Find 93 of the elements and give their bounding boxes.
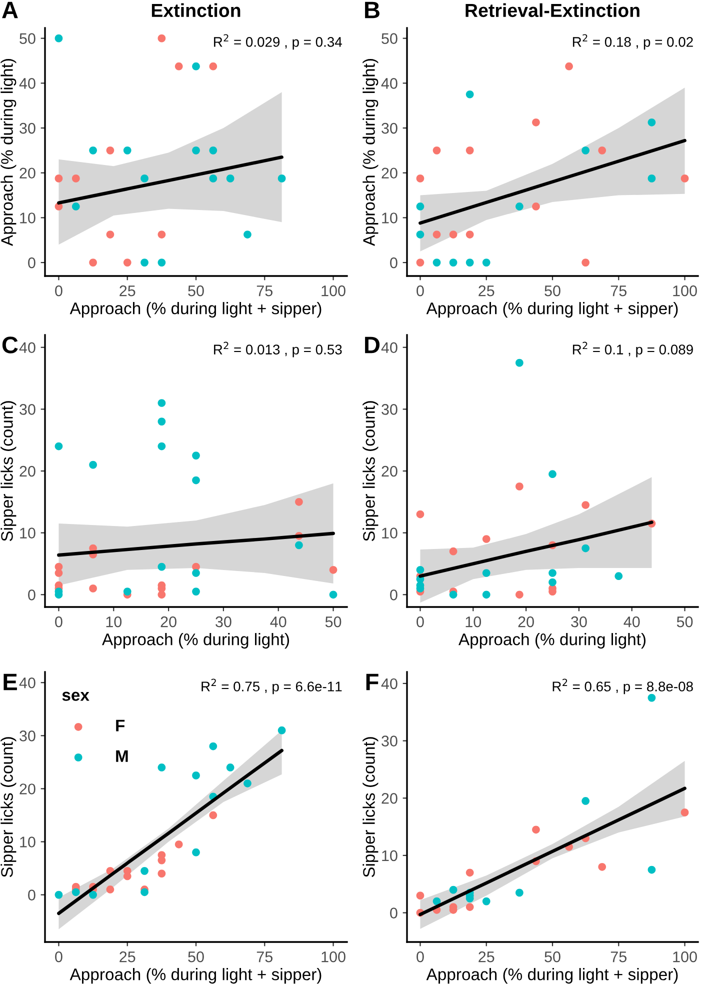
y-tick-label: 20 [382, 168, 398, 179]
x-tick-label: 50 [544, 951, 560, 962]
y-tick-label: 30 [20, 404, 36, 415]
y-tick-label: 30 [382, 122, 398, 134]
y-tick-label: 0 [390, 590, 398, 600]
x-axis-title: Approach (% during light) [102, 633, 289, 649]
x-tick-label: 50 [188, 951, 204, 962]
y-tick-label: 30 [382, 404, 398, 415]
y-tick-label: 30 [382, 736, 398, 746]
text: D [365, 336, 380, 354]
x-tick-label: 100 [673, 285, 697, 296]
y-tick-label: 20 [382, 466, 398, 477]
y-tick-label: 0 [28, 257, 36, 268]
y-axis-title: Sipper licks (count) [362, 401, 378, 542]
x-tick-label: 100 [322, 285, 346, 296]
x-tick-label: 75 [256, 952, 272, 962]
x-tick-label: 25 [120, 951, 136, 962]
y-tick-label: 50 [20, 33, 36, 44]
x-tick-label: 10 [106, 616, 122, 628]
y-tick-label: 0 [390, 257, 398, 268]
annotation: R$^{2}$ = 0.029 , p = 0.34 [214, 34, 342, 50]
y-tick-label: 40 [19, 78, 36, 89]
y-tick-label: 40 [19, 677, 36, 688]
y-tick-label: 10 [20, 836, 36, 848]
x-tick-label: 10 [466, 616, 482, 628]
y-tick-label: 40 [381, 342, 398, 354]
y-tick-label: 0 [390, 908, 398, 918]
x-tick-label: 25 [120, 285, 136, 296]
text: E [4, 674, 17, 690]
y-tick-label: 0 [28, 890, 36, 900]
x-tick-label: 50 [188, 285, 204, 296]
x-axis-title: Approach (% during light + sipper) [426, 968, 678, 984]
annotation: R$^{2}$ = 0.013 , p = 0.53 [214, 342, 342, 358]
y-tick-label: 40 [381, 78, 398, 89]
x-tick-label: 20 [518, 616, 534, 628]
text: B [365, 2, 380, 18]
x-axis-title: Approach (% during light + sipper) [70, 968, 322, 984]
y-tick-label: 50 [382, 33, 398, 44]
y-tick-label: 30 [20, 730, 36, 742]
x-tick-label: 50 [676, 616, 693, 628]
y-tick-label: 20 [20, 466, 36, 477]
y-tick-label: 30 [20, 122, 36, 134]
x-tick-label: 40 [270, 616, 286, 628]
annotation: R$^{2}$ = 0.75 , p = 6.6e-11 [202, 678, 342, 694]
x-axis-title: Approach (% during light) [458, 633, 646, 649]
y-tick-label: 10 [382, 850, 398, 862]
y-tick-label: 20 [20, 168, 36, 179]
annotation: R$^{2}$ = 0.65 , p = 8.8e-08 [552, 678, 693, 694]
y-axis-title: Sipper licks (count) [0, 401, 16, 542]
x-tick-label: 20 [160, 616, 176, 628]
y-tick-label: 20 [20, 784, 36, 794]
x-tick-label: 30 [216, 616, 232, 628]
y-tick-label: 40 [381, 678, 398, 690]
x-axis-title: Approach (% during light + sipper) [426, 302, 678, 318]
x-tick-label: 50 [544, 285, 560, 296]
annotation: R$^{2}$ = 0.1 , p = 0.089 [572, 342, 693, 358]
text: A [2, 2, 18, 18]
x-tick-label: 0 [416, 285, 424, 296]
legend-title: sex [62, 692, 90, 701]
y-tick-label: 10 [20, 212, 36, 224]
x-tick-label: 0 [55, 616, 62, 628]
x-tick-label: 0 [55, 951, 62, 962]
x-tick-label: 30 [571, 616, 587, 628]
x-tick-label: 100 [673, 951, 697, 962]
x-tick-label: 0 [55, 285, 62, 296]
x-tick-label: 25 [478, 951, 494, 962]
y-axis-title: Approach (% during light) [0, 59, 16, 246]
chart-title: Extinction [152, 3, 240, 18]
x-tick-label: 75 [256, 286, 272, 296]
y-tick-label: 40 [19, 342, 36, 354]
y-tick-label: 20 [382, 792, 398, 804]
y-tick-label: 0 [28, 590, 36, 600]
y-axis-title: Sipper licks (count) [0, 737, 16, 878]
chart-title: Retrieval-Extinction [466, 3, 640, 18]
x-tick-label: 0 [416, 616, 424, 628]
x-tick-label: 75 [610, 952, 626, 962]
x-tick-label: 50 [325, 616, 342, 628]
y-tick-label: 10 [382, 212, 398, 224]
y-tick-label: 10 [382, 528, 398, 539]
x-tick-label: 75 [610, 286, 626, 296]
y-axis-title: Sipper licks (count) [362, 737, 378, 878]
annotation: R$^{2}$ = 0.18 , p = 0.02 [572, 34, 693, 50]
legend-label: F [116, 720, 125, 732]
x-tick-label: 40 [624, 616, 640, 628]
legend-label: M [116, 750, 128, 762]
y-tick-label: 10 [20, 528, 36, 539]
text: F [366, 674, 378, 690]
y-axis-title: Approach (% during light) [362, 59, 378, 246]
x-axis-title: Approach (% during light + sipper) [70, 302, 322, 318]
x-tick-label: 100 [322, 951, 346, 962]
x-tick-label: 0 [416, 951, 424, 962]
x-tick-label: 25 [478, 285, 494, 296]
text: C [2, 336, 18, 354]
